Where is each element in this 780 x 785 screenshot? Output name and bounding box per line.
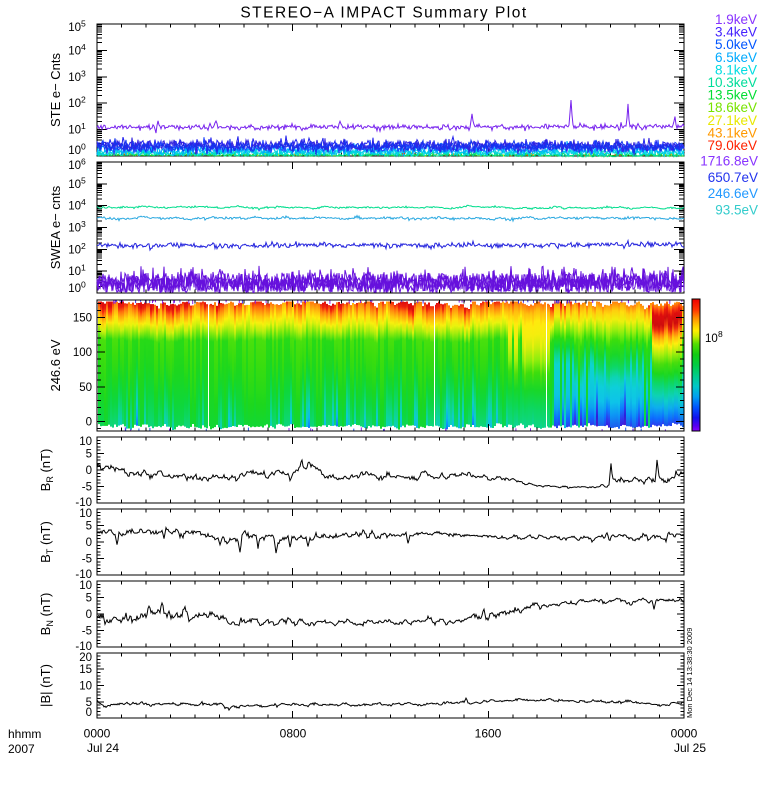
svg-text:1: 1 xyxy=(81,121,86,131)
svg-text:0: 0 xyxy=(86,465,92,477)
svg-text:3: 3 xyxy=(81,219,86,229)
svg-text:10: 10 xyxy=(79,580,92,592)
svg-text:0: 0 xyxy=(86,609,92,621)
svg-text:6.5keV: 6.5keV xyxy=(715,50,757,65)
svg-text:5.0keV: 5.0keV xyxy=(715,37,757,52)
svg-text:5: 5 xyxy=(86,449,92,461)
svg-text:-10: -10 xyxy=(75,497,92,509)
svg-text:10.3keV: 10.3keV xyxy=(707,75,757,90)
svg-text:4: 4 xyxy=(81,42,86,52)
svg-text:10: 10 xyxy=(68,283,81,295)
svg-text:BR (nT): BR (nT) xyxy=(38,449,55,492)
svg-text:1600: 1600 xyxy=(475,727,502,741)
svg-text:BT (nT): BT (nT) xyxy=(38,521,55,563)
svg-text:13.5keV: 13.5keV xyxy=(707,88,757,103)
svg-text:10: 10 xyxy=(68,179,81,191)
svg-text:18.6keV: 18.6keV xyxy=(707,100,757,115)
svg-text:0: 0 xyxy=(86,417,92,429)
svg-text:5: 5 xyxy=(81,19,86,29)
svg-text:5: 5 xyxy=(86,593,92,605)
svg-text:0000: 0000 xyxy=(84,727,111,741)
svg-text:5: 5 xyxy=(86,521,92,533)
svg-text:246.6 eV: 246.6 eV xyxy=(48,339,63,391)
svg-text:0: 0 xyxy=(81,280,86,290)
svg-text:8: 8 xyxy=(718,329,723,339)
svg-text:2: 2 xyxy=(81,241,86,251)
svg-text:-10: -10 xyxy=(75,569,92,581)
svg-text:10: 10 xyxy=(68,125,81,137)
svg-text:10: 10 xyxy=(68,98,81,110)
svg-text:BN (nT): BN (nT) xyxy=(38,593,55,636)
svg-text:STE e− Cnts: STE e− Cnts xyxy=(48,52,63,127)
svg-text:2: 2 xyxy=(81,95,86,105)
svg-text:Mon Dec 14 13:38:30 2009: Mon Dec 14 13:38:30 2009 xyxy=(685,628,694,718)
svg-text:1.9keV: 1.9keV xyxy=(715,12,757,27)
svg-text:10: 10 xyxy=(68,244,81,256)
svg-text:0: 0 xyxy=(86,537,92,549)
svg-text:246.6eV: 246.6eV xyxy=(708,186,758,201)
svg-text:-5: -5 xyxy=(82,554,92,566)
svg-text:0: 0 xyxy=(81,142,86,152)
svg-text:50: 50 xyxy=(79,382,92,394)
svg-text:-5: -5 xyxy=(82,482,92,494)
svg-text:43.1keV: 43.1keV xyxy=(707,125,757,140)
svg-text:1: 1 xyxy=(81,263,86,273)
svg-text:8.1keV: 8.1keV xyxy=(715,62,757,77)
svg-text:Jul 25: Jul 25 xyxy=(674,741,706,755)
svg-text:10: 10 xyxy=(68,45,81,57)
svg-text:15: 15 xyxy=(79,664,92,676)
svg-text:0000: 0000 xyxy=(671,727,698,741)
svg-text:100: 100 xyxy=(73,347,92,359)
svg-text:3.4keV: 3.4keV xyxy=(715,25,757,40)
svg-text:1716.8eV: 1716.8eV xyxy=(700,154,758,169)
svg-text:|B| (nT): |B| (nT) xyxy=(38,664,53,707)
svg-text:-5: -5 xyxy=(82,626,92,638)
svg-text:10: 10 xyxy=(79,681,92,693)
svg-text:Jul 24: Jul 24 xyxy=(87,741,119,755)
svg-text:2007: 2007 xyxy=(8,742,35,756)
svg-text:20: 20 xyxy=(79,652,92,664)
svg-text:650.7eV: 650.7eV xyxy=(708,170,758,185)
svg-text:5: 5 xyxy=(86,697,92,709)
svg-text:10: 10 xyxy=(705,333,718,345)
svg-text:4: 4 xyxy=(81,197,86,207)
svg-text:10: 10 xyxy=(68,266,81,278)
svg-text:10: 10 xyxy=(68,223,81,235)
svg-text:3: 3 xyxy=(81,68,86,78)
svg-text:hhmm: hhmm xyxy=(8,727,41,741)
svg-text:10: 10 xyxy=(68,201,81,213)
svg-text:6: 6 xyxy=(81,157,86,167)
svg-text:10: 10 xyxy=(68,160,81,172)
svg-text:10: 10 xyxy=(68,22,81,34)
svg-text:SWEA e− cnts: SWEA e− cnts xyxy=(48,185,63,269)
svg-text:10: 10 xyxy=(68,145,81,157)
svg-text:27.1keV: 27.1keV xyxy=(707,113,757,128)
svg-text:10: 10 xyxy=(79,508,92,520)
svg-text:93.5eV: 93.5eV xyxy=(715,202,758,217)
svg-text:150: 150 xyxy=(73,312,92,324)
svg-text:STEREO−A IMPACT Summary Plot: STEREO−A IMPACT Summary Plot xyxy=(240,5,527,22)
svg-text:-10: -10 xyxy=(75,641,92,653)
svg-text:0: 0 xyxy=(86,707,92,719)
svg-text:79.0keV: 79.0keV xyxy=(707,138,757,153)
svg-text:0800: 0800 xyxy=(280,727,307,741)
svg-text:10: 10 xyxy=(79,436,92,448)
svg-text:10: 10 xyxy=(68,72,81,84)
svg-text:5: 5 xyxy=(81,175,86,185)
